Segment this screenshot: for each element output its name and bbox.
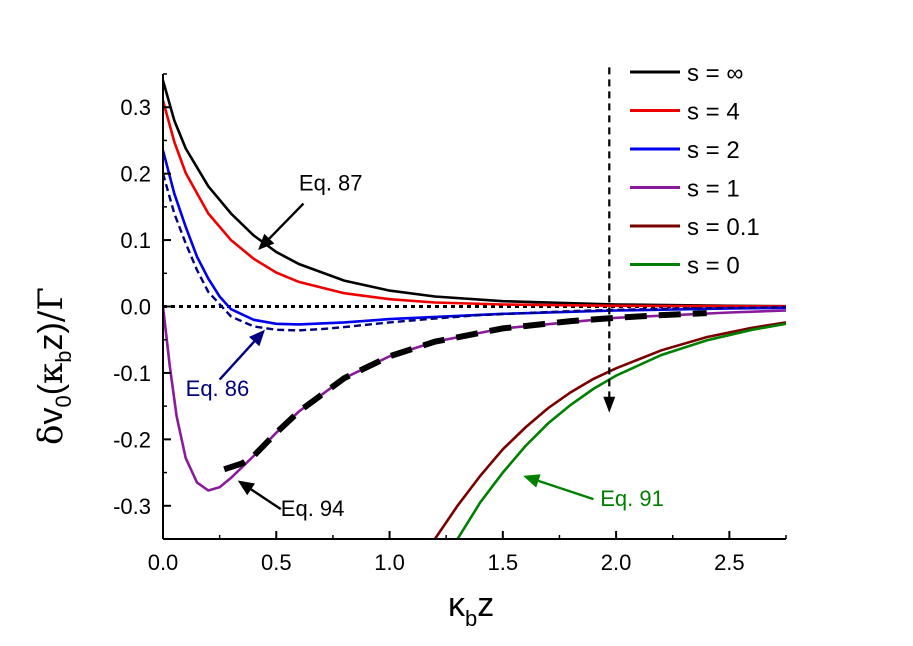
legend-label: s = 0.1 <box>687 214 760 241</box>
annotation-arrow-head <box>249 329 265 347</box>
annotation-label: Eq. 87 <box>299 170 363 195</box>
annotation-arrow-head <box>258 233 275 251</box>
annotation-0: Eq. 87 <box>258 170 363 251</box>
legend-item: s = ∞ <box>630 60 743 87</box>
x-tick-label: 2.5 <box>714 550 745 575</box>
annotation-arrow-head <box>237 480 255 496</box>
x-axis-title: κbz <box>448 586 494 631</box>
y-tick-label: 0.2 <box>120 162 151 187</box>
x-tick-label: 1.0 <box>374 550 405 575</box>
legend-item: s = 0 <box>630 253 740 280</box>
asymptote-line-0 <box>163 173 786 332</box>
legend-label: s = 2 <box>687 137 740 164</box>
annotation-label: Eq. 86 <box>186 376 250 401</box>
trend-arrow-head <box>603 396 616 413</box>
y-tick-label: 0.0 <box>120 295 151 320</box>
x-tick-label: 1.5 <box>488 550 519 575</box>
annotation-arrow-shaft <box>218 340 256 381</box>
legend-label: s = 1 <box>687 176 740 203</box>
annotation-label: Eq. 91 <box>600 486 664 511</box>
x-tick-label: 2.0 <box>601 550 632 575</box>
series-line-0 <box>163 80 786 308</box>
series-line-5 <box>456 322 786 539</box>
legend-item: s = 0.1 <box>630 214 760 241</box>
annotation-3: Eq. 91 <box>523 474 664 511</box>
x-tick-label: 0.0 <box>148 550 179 575</box>
series-line-4 <box>433 321 786 539</box>
y-tick-label: -0.3 <box>113 494 151 519</box>
annotation-label: Eq. 94 <box>281 496 345 521</box>
asymptote-line-1 <box>223 310 707 473</box>
legend-label: s = 0 <box>687 253 740 280</box>
y-tick-label: -0.1 <box>113 361 151 386</box>
legend: s = ∞ s = 4 s = 2 s = 1 s = 0.1 s = 0 <box>630 60 760 280</box>
plot-content <box>163 80 786 539</box>
axis-ticks: 0.0 0.5 1.0 1.5 2.0 2.5 0.3 0.2 0.1 0.0 -0.1 -0.2 -0… <box>113 73 787 575</box>
annotation-arrow-shaft <box>538 479 594 501</box>
trend-arrow <box>603 67 616 413</box>
legend-item: s = 1 <box>630 176 740 203</box>
y-tick-label: 0.1 <box>120 228 151 253</box>
annotation-2: Eq. 94 <box>237 480 345 521</box>
annotation-1: Eq. 86 <box>186 329 265 401</box>
legend-label: s = ∞ <box>687 60 743 87</box>
y-tick-label: -0.2 <box>113 427 151 452</box>
series-line-2 <box>163 150 786 326</box>
series-line-1 <box>163 100 786 308</box>
legend-label: s = 4 <box>687 99 740 126</box>
annotation-arrow-shaft <box>250 488 282 511</box>
y-axis-title: δv0(κbz)/Γ <box>31 287 76 445</box>
legend-item: s = 2 <box>630 137 740 164</box>
legend-item: s = 4 <box>630 99 740 126</box>
annotation-arrow-head <box>523 474 541 488</box>
annotation-arrow-shaft <box>268 202 305 240</box>
y-tick-label: 0.3 <box>120 95 151 120</box>
x-tick-label: 0.5 <box>261 550 292 575</box>
